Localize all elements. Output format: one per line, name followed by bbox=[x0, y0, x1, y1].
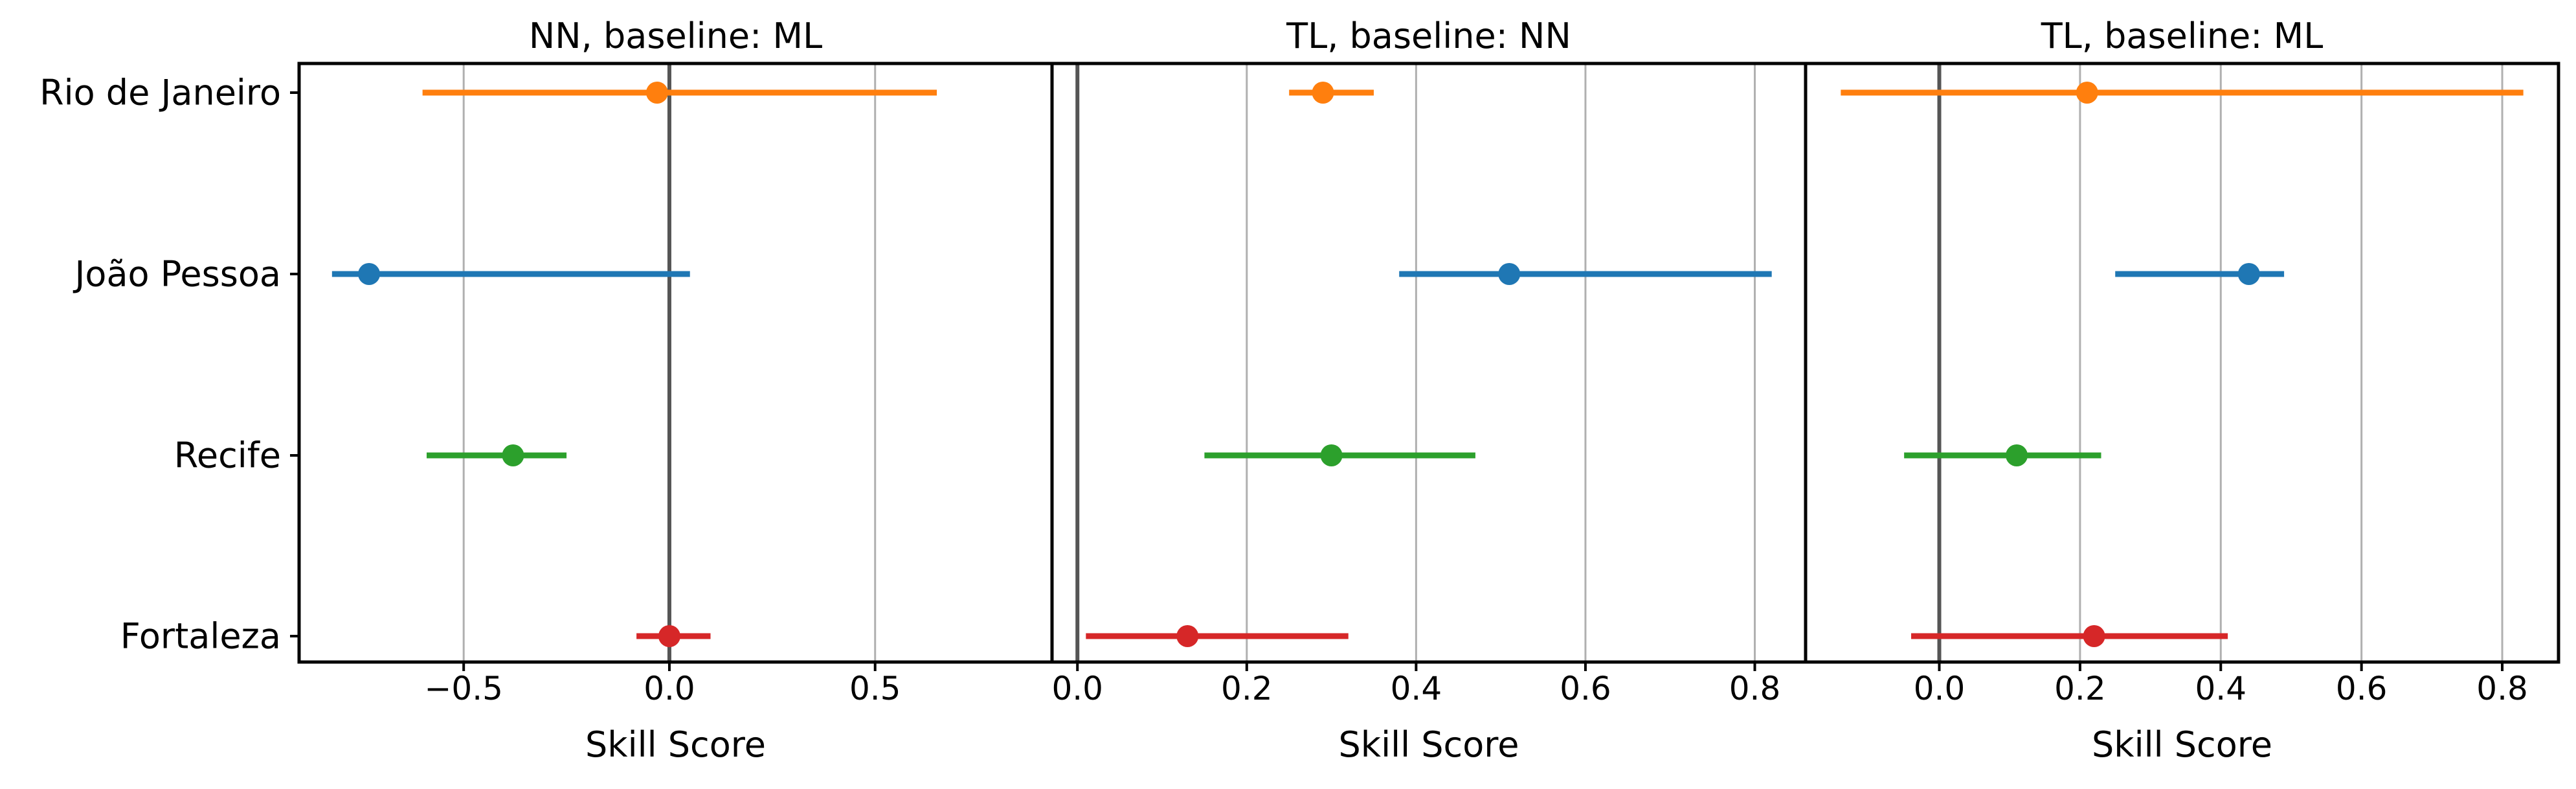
panel-title: TL, baseline: ML bbox=[2041, 16, 2324, 56]
point-marker-rio-de-janeiro bbox=[1312, 82, 1334, 104]
y-tick-label-rio-de-janeiro: Rio de Janeiro bbox=[39, 73, 281, 113]
x-axis-label: Skill Score bbox=[2092, 724, 2272, 765]
point-marker-fortaleza bbox=[2083, 625, 2105, 647]
marks-layer bbox=[331, 82, 2524, 647]
point-marker-recife bbox=[2006, 444, 2028, 466]
x-tick-label: 0.0 bbox=[1914, 670, 1966, 707]
x-axis-label: Skill Score bbox=[585, 724, 766, 765]
point-marker-joao-pessoa bbox=[358, 263, 381, 285]
panel-frame bbox=[1804, 62, 2560, 664]
text-layer: Rio de Janeiro João Pessoa Recife Fortaleza… bbox=[39, 16, 2528, 765]
x-tick-label: 0.8 bbox=[1729, 670, 1781, 707]
panel-frame bbox=[297, 62, 1054, 664]
panel-frame bbox=[1050, 62, 1808, 664]
point-marker-fortaleza bbox=[1176, 625, 1199, 647]
point-marker-joao-pessoa bbox=[2237, 263, 2260, 285]
point-marker-rio-de-janeiro bbox=[2076, 82, 2098, 104]
y-tick-label-joao-pessoa: João Pessoa bbox=[73, 254, 281, 295]
point-marker-recife bbox=[502, 444, 524, 466]
x-tick-label: 0.6 bbox=[1560, 670, 1611, 707]
point-marker-rio-de-janeiro bbox=[645, 82, 668, 104]
panel-title: NN, baseline: ML bbox=[529, 16, 822, 56]
y-tick-label-recife: Recife bbox=[174, 435, 281, 476]
point-marker-joao-pessoa bbox=[1498, 263, 1521, 285]
point-marker-fortaleza bbox=[658, 625, 680, 647]
x-tick-label: 0.4 bbox=[1391, 670, 1442, 707]
frame-layer bbox=[290, 62, 2560, 671]
y-tick-label-fortaleza: Fortaleza bbox=[120, 616, 281, 657]
panel-title: TL, baseline: NN bbox=[1286, 16, 1571, 56]
x-tick-label: 0.4 bbox=[2195, 670, 2247, 707]
x-tick-label: 0.0 bbox=[644, 670, 695, 707]
x-tick-label: 0.2 bbox=[1221, 670, 1273, 707]
x-tick-label: 0.0 bbox=[1051, 670, 1103, 707]
x-tick-label: 0.2 bbox=[2054, 670, 2106, 707]
grid-layer bbox=[462, 63, 2503, 662]
point-marker-recife bbox=[1320, 444, 1343, 466]
x-tick-label: −0.5 bbox=[424, 670, 502, 707]
x-tick-label: 0.8 bbox=[2476, 670, 2528, 707]
x-tick-label: 0.5 bbox=[849, 670, 901, 707]
x-tick-label: 0.6 bbox=[2336, 670, 2388, 707]
x-axis-label: Skill Score bbox=[1339, 724, 1519, 765]
